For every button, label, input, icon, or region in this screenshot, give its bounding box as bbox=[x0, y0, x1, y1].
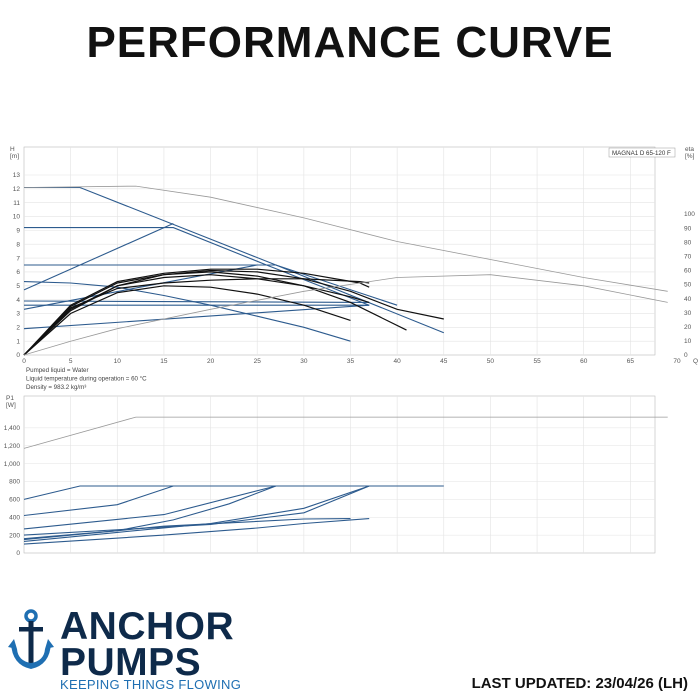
y2-tick-label: 80 bbox=[684, 239, 692, 246]
y-tick-label: 600 bbox=[9, 497, 20, 504]
x-tick-label: 15 bbox=[160, 358, 168, 365]
x-tick-label: 55 bbox=[533, 358, 541, 365]
y2-tick-label: 50 bbox=[684, 282, 692, 289]
x-tick-label: 30 bbox=[300, 358, 308, 365]
y2-tick-label: 30 bbox=[684, 310, 692, 317]
chart-note: Liquid temperature during operation = 60… bbox=[26, 376, 147, 383]
eta-curve bbox=[23, 271, 407, 356]
brand-name-line2: PUMPS bbox=[60, 641, 202, 684]
y2-tick-label: 100 bbox=[684, 211, 695, 218]
y-tick-label: 5 bbox=[16, 283, 20, 290]
plot-frame bbox=[23, 146, 656, 356]
x-tick-label: 35 bbox=[347, 358, 355, 365]
y-axis-unit: [m] bbox=[10, 153, 19, 160]
eta-curve bbox=[23, 269, 444, 356]
plot-frame bbox=[23, 395, 656, 554]
y-tick-label: 0 bbox=[16, 352, 20, 359]
y-tick-label: 1,400 bbox=[4, 425, 21, 432]
x-axis-label: Q [m³/h] bbox=[693, 358, 700, 365]
x-tick-label: 0 bbox=[22, 358, 26, 365]
brand-name-line1: ANCHOR bbox=[60, 605, 235, 648]
power-curve bbox=[23, 485, 304, 517]
head-flow-chart: 0 5 10 15 20 25 30 35 40 45 50 55 60 65 70012345678910… bbox=[10, 146, 700, 391]
power-curve bbox=[23, 485, 370, 530]
y-tick-label: 13 bbox=[13, 172, 21, 179]
system-curve bbox=[23, 185, 668, 292]
y-tick-label: 200 bbox=[9, 532, 20, 539]
y-tick-label: 7 bbox=[16, 255, 20, 262]
x-tick-label: 40 bbox=[394, 358, 402, 365]
y2-tick-label: 10 bbox=[684, 338, 692, 345]
power-curve bbox=[23, 485, 370, 542]
model-label-box bbox=[608, 147, 676, 158]
y-tick-label: 1,200 bbox=[4, 443, 21, 450]
qh-curve bbox=[23, 304, 370, 330]
y2-tick-label: 0 bbox=[684, 352, 688, 359]
y-tick-label: 800 bbox=[9, 479, 20, 486]
power-curve bbox=[23, 518, 370, 545]
x-tick-label: 65 bbox=[627, 358, 635, 365]
y-axis-label: P1 bbox=[6, 395, 14, 402]
power-curve bbox=[23, 485, 370, 536]
y-axis-unit: [W] bbox=[6, 402, 16, 409]
x-tick-label: 5 bbox=[69, 358, 73, 365]
power-curve bbox=[23, 485, 277, 540]
x-tick-label: 25 bbox=[254, 358, 262, 365]
eta-curve bbox=[23, 285, 351, 356]
y-tick-label: 2 bbox=[16, 325, 20, 332]
y-tick-label: 12 bbox=[13, 186, 21, 193]
y2-tick-label: 40 bbox=[684, 296, 692, 303]
page-title: PERFORMANCE CURVE bbox=[86, 18, 614, 67]
eta-curve bbox=[23, 268, 370, 356]
y-tick-label: 8 bbox=[16, 241, 20, 248]
y-tick-label: 3 bbox=[16, 311, 20, 318]
system-curve bbox=[23, 416, 668, 449]
y-tick-label: 1 bbox=[16, 338, 20, 345]
qh-curve bbox=[24, 264, 398, 306]
y2-axis-unit: [%] bbox=[685, 153, 695, 160]
brand-tagline: KEEPING THINGS FLOWING bbox=[60, 677, 242, 692]
y-tick-label: 10 bbox=[13, 214, 21, 221]
y-tick-label: 6 bbox=[16, 269, 20, 276]
power-curve bbox=[23, 485, 444, 500]
x-tick-label: 45 bbox=[440, 358, 448, 365]
x-tick-label: 60 bbox=[580, 358, 588, 365]
anchor-icon bbox=[8, 609, 54, 669]
qh-curve bbox=[23, 281, 351, 342]
x-tick-label: 70 bbox=[673, 358, 681, 365]
y-tick-label: 1,000 bbox=[4, 461, 21, 468]
y2-axis-label: eta bbox=[685, 146, 694, 153]
model-label: MAGNA1 D 65-120 F bbox=[612, 150, 671, 157]
x-tick-label: 20 bbox=[207, 358, 215, 365]
system-curve bbox=[23, 274, 668, 356]
y-tick-label: 11 bbox=[13, 200, 20, 207]
y-tick-label: 0 bbox=[16, 550, 20, 557]
qh-curve bbox=[24, 227, 370, 306]
chart-note: Density = 983.2 kg/m³ bbox=[26, 384, 86, 391]
y2-tick-label: 20 bbox=[684, 324, 692, 331]
qh-curve bbox=[23, 222, 174, 291]
y-axis-label: H bbox=[10, 146, 15, 153]
y-tick-label: 4 bbox=[16, 297, 20, 304]
chart-note: Pumped liquid = Water bbox=[26, 367, 89, 374]
y-tick-label: 9 bbox=[16, 228, 20, 235]
y2-tick-label: 60 bbox=[684, 268, 692, 275]
x-tick-label: 10 bbox=[114, 358, 122, 365]
brand-logo: ANCHOR PUMPS KEEPING THINGS FLOWING bbox=[8, 605, 258, 695]
last-updated-label: LAST UPDATED: 23/04/26 (LH) bbox=[471, 675, 688, 692]
y-tick-label: 400 bbox=[9, 514, 20, 521]
y2-tick-label: 90 bbox=[684, 225, 692, 232]
y2-tick-label: 70 bbox=[684, 254, 692, 261]
eta-curve bbox=[23, 278, 370, 356]
power-chart: 0 200 400 600 800 1,000 1,200 1,400 P1[W] bbox=[4, 395, 668, 557]
x-tick-label: 50 bbox=[487, 358, 495, 365]
